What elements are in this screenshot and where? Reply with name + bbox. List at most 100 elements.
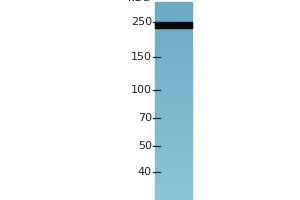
Bar bbox=[155, 165, 192, 167]
Bar bbox=[155, 146, 192, 147]
Bar bbox=[155, 61, 192, 63]
Bar bbox=[155, 7, 192, 9]
Bar bbox=[155, 51, 192, 53]
Bar bbox=[155, 25, 192, 27]
Text: 250: 250 bbox=[131, 17, 152, 27]
Bar bbox=[155, 177, 192, 179]
Bar bbox=[155, 58, 192, 60]
Bar bbox=[155, 180, 192, 182]
Bar bbox=[155, 195, 192, 197]
Bar bbox=[155, 83, 192, 84]
Bar bbox=[155, 22, 192, 28]
Bar bbox=[155, 187, 192, 188]
Bar bbox=[155, 66, 192, 68]
Bar bbox=[155, 132, 192, 134]
Bar bbox=[155, 86, 192, 88]
Bar bbox=[155, 19, 192, 20]
Bar bbox=[155, 164, 192, 165]
Bar bbox=[155, 2, 192, 4]
Bar bbox=[155, 89, 192, 91]
Bar bbox=[155, 56, 192, 58]
Bar bbox=[155, 116, 192, 117]
Bar bbox=[155, 14, 192, 15]
Bar bbox=[155, 80, 192, 81]
Bar bbox=[155, 93, 192, 94]
Bar bbox=[155, 197, 192, 198]
Text: 100: 100 bbox=[131, 85, 152, 95]
Bar bbox=[155, 198, 192, 200]
Bar bbox=[155, 20, 192, 22]
Bar bbox=[155, 38, 192, 40]
Bar bbox=[155, 137, 192, 139]
Bar bbox=[155, 48, 192, 50]
Bar bbox=[155, 27, 192, 28]
Bar bbox=[155, 119, 192, 121]
Bar bbox=[155, 157, 192, 159]
Bar bbox=[155, 22, 192, 23]
Bar bbox=[155, 65, 192, 66]
Bar bbox=[155, 127, 192, 129]
Bar bbox=[155, 167, 192, 169]
Bar bbox=[155, 162, 192, 164]
Bar bbox=[155, 55, 192, 56]
Bar bbox=[155, 122, 192, 124]
Bar bbox=[155, 30, 192, 32]
Bar bbox=[155, 23, 192, 25]
Bar bbox=[155, 109, 192, 111]
Bar bbox=[155, 78, 192, 80]
Text: 40: 40 bbox=[138, 167, 152, 177]
Bar bbox=[155, 63, 192, 65]
Bar bbox=[155, 91, 192, 93]
Bar bbox=[155, 73, 192, 75]
Bar bbox=[155, 60, 192, 61]
Bar bbox=[155, 149, 192, 150]
Bar bbox=[155, 10, 192, 12]
Bar bbox=[155, 169, 192, 170]
Bar bbox=[155, 53, 192, 55]
Bar bbox=[155, 5, 192, 7]
Bar bbox=[155, 98, 192, 99]
Bar bbox=[155, 37, 192, 38]
Bar bbox=[155, 160, 192, 162]
Bar bbox=[155, 4, 192, 5]
Bar bbox=[155, 136, 192, 137]
Bar bbox=[155, 17, 192, 19]
Bar bbox=[155, 131, 192, 132]
Bar bbox=[155, 182, 192, 184]
Bar bbox=[155, 172, 192, 174]
Bar bbox=[155, 15, 192, 17]
Bar bbox=[155, 68, 192, 70]
Bar bbox=[155, 40, 192, 42]
Bar bbox=[155, 175, 192, 177]
Bar bbox=[155, 45, 192, 47]
Bar bbox=[155, 94, 192, 96]
Bar bbox=[155, 12, 192, 14]
Bar bbox=[155, 124, 192, 126]
Bar bbox=[155, 106, 192, 108]
Text: 50: 50 bbox=[138, 141, 152, 151]
Bar bbox=[155, 9, 192, 10]
Bar bbox=[155, 96, 192, 98]
Bar bbox=[155, 121, 192, 122]
Bar bbox=[155, 70, 192, 71]
Bar bbox=[155, 139, 192, 141]
Bar bbox=[155, 103, 192, 104]
Bar bbox=[155, 111, 192, 113]
Bar bbox=[155, 152, 192, 154]
Bar bbox=[155, 154, 192, 155]
Bar bbox=[155, 33, 192, 35]
Bar bbox=[155, 129, 192, 131]
Bar bbox=[155, 118, 192, 119]
Bar bbox=[155, 28, 192, 30]
Bar bbox=[155, 104, 192, 106]
Bar bbox=[155, 174, 192, 175]
Bar bbox=[155, 50, 192, 51]
Bar bbox=[155, 159, 192, 160]
Bar bbox=[155, 193, 192, 195]
Bar bbox=[155, 99, 192, 101]
Bar bbox=[155, 114, 192, 116]
Text: 150: 150 bbox=[131, 52, 152, 62]
Bar bbox=[155, 43, 192, 45]
Bar bbox=[155, 47, 192, 48]
Bar bbox=[155, 185, 192, 187]
